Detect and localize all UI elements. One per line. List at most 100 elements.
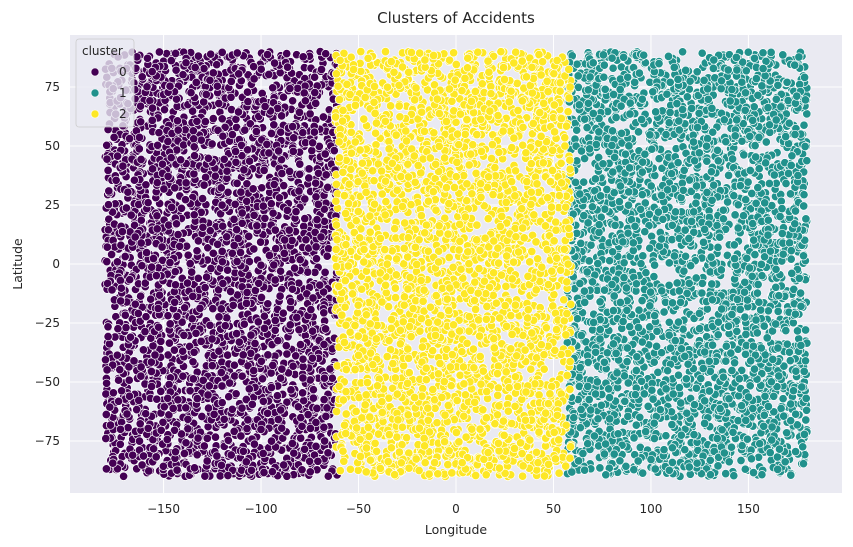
scatter-point-cluster-0 (298, 373, 308, 383)
scatter-point-cluster-0 (125, 275, 135, 285)
scatter-point-cluster-0 (232, 178, 242, 188)
scatter-point-cluster-0 (310, 88, 320, 98)
scatter-point-cluster-0 (282, 349, 292, 359)
scatter-point-cluster-0 (170, 183, 180, 193)
scatter-point-cluster-0 (244, 231, 254, 241)
scatter-point-cluster-0 (223, 265, 233, 275)
scatter-point-cluster-0 (100, 355, 111, 365)
scatter-point-cluster-0 (146, 366, 157, 377)
scatter-point-cluster-0 (298, 388, 308, 398)
scatter-point-cluster-0 (294, 186, 304, 196)
scatter-point-cluster-0 (202, 272, 212, 282)
scatter-point-cluster-0 (159, 184, 169, 194)
scatter-point-cluster-0 (163, 393, 173, 403)
scatter-point-cluster-0 (227, 404, 237, 414)
scatter-point-cluster-0 (219, 154, 229, 164)
scatter-point-cluster-0 (103, 322, 113, 332)
scatter-point-cluster-0 (134, 132, 145, 142)
scatter-point-cluster-0 (202, 456, 212, 466)
scatter-point-cluster-0 (115, 365, 125, 375)
scatter-point-cluster-0 (173, 230, 183, 240)
scatter-point-cluster-0 (125, 134, 135, 144)
scatter-point-cluster-0 (268, 208, 278, 218)
scatter-point-cluster-0 (282, 397, 292, 407)
scatter-point-cluster-1 (740, 464, 750, 474)
scatter-point-cluster-0 (205, 75, 215, 85)
scatter-point-cluster-0 (238, 446, 248, 456)
scatter-point-cluster-0 (249, 244, 259, 254)
scatter-point-cluster-0 (303, 267, 313, 277)
scatter-point-cluster-0 (138, 451, 149, 461)
scatter-point-cluster-0 (305, 456, 315, 466)
scatter-point-cluster-1 (697, 288, 707, 298)
scatter-point-cluster-0 (115, 275, 125, 286)
scatter-point-cluster-0 (269, 120, 279, 130)
scatter-point-cluster-0 (122, 409, 132, 419)
scatter-point-cluster-0 (236, 187, 246, 197)
scatter-point-cluster-0 (116, 296, 126, 306)
scatter-point-cluster-0 (156, 336, 166, 346)
scatter-point-cluster-0 (216, 367, 226, 378)
scatter-point-cluster-0 (311, 98, 321, 108)
scatter-point-cluster-0 (300, 194, 310, 204)
scatter-point-cluster-0 (288, 96, 298, 106)
scatter-point-cluster-0 (243, 97, 253, 107)
scatter-point-cluster-0 (138, 345, 148, 355)
scatter-point-cluster-0 (206, 49, 216, 59)
scatter-point-cluster-1 (694, 108, 704, 118)
scatter-point-cluster-0 (280, 235, 290, 245)
scatter-point-cluster-0 (118, 161, 128, 171)
scatter-point-cluster-1 (724, 170, 734, 180)
scatter-point-cluster-0 (108, 458, 118, 468)
scatter-point-cluster-0 (293, 83, 303, 93)
scatter-point-cluster-0 (105, 420, 116, 430)
scatter-point-cluster-0 (242, 424, 252, 434)
scatter-point-cluster-0 (263, 408, 273, 418)
scatter-point-cluster-0 (278, 308, 288, 318)
scatter-point-cluster-0 (259, 165, 269, 175)
scatter-point-cluster-0 (107, 249, 117, 260)
scatter-point-cluster-0 (272, 391, 282, 401)
scatter-point-cluster-0 (216, 460, 227, 470)
scatter-point-cluster-0 (134, 395, 144, 405)
scatter-point-cluster-0 (163, 171, 173, 181)
scatter-point-cluster-0 (180, 195, 191, 205)
scatter-point-cluster-0 (282, 205, 292, 215)
scatter-point-cluster-0 (151, 271, 161, 281)
scatter-point-cluster-0 (203, 390, 213, 400)
scatter-point-cluster-0 (276, 266, 286, 276)
scatter-point-cluster-0 (183, 250, 193, 260)
scatter-point-cluster-0 (281, 341, 291, 351)
scatter-point-cluster-0 (111, 175, 121, 185)
scatter-point-cluster-0 (297, 421, 307, 431)
scatter-point-cluster-0 (156, 425, 166, 435)
scatter-point-cluster-0 (214, 98, 224, 109)
scatter-point-cluster-0 (188, 357, 198, 367)
scatter-point-cluster-0 (294, 325, 304, 335)
scatter-point-cluster-0 (316, 64, 327, 75)
scatter-point-cluster-0 (112, 257, 122, 267)
scatter-point-cluster-0 (258, 448, 268, 459)
scatter-point-cluster-0 (137, 460, 147, 470)
scatter-point-cluster-0 (172, 465, 182, 475)
scatter-point-cluster-0 (293, 402, 303, 412)
scatter-point-cluster-0 (136, 371, 146, 381)
scatter-point-cluster-0 (123, 187, 133, 197)
scatter-point-cluster-0 (236, 431, 246, 441)
scatter-point-cluster-0 (193, 236, 203, 246)
scatter-point-cluster-0 (323, 448, 333, 458)
scatter-point-cluster-0 (172, 116, 183, 126)
scatter-point-cluster-0 (120, 251, 130, 262)
scatter-point-cluster-0 (231, 146, 241, 157)
scatter-point-cluster-0 (180, 303, 190, 313)
scatter-point-cluster-0 (251, 126, 261, 137)
scatter-point-cluster-0 (226, 450, 236, 460)
scatter-point-cluster-0 (103, 165, 113, 175)
scatter-point-cluster-0 (225, 378, 235, 388)
scatter-point-cluster-0 (268, 360, 278, 370)
scatter-point-cluster-0 (258, 396, 268, 406)
scatter-point-cluster-0 (141, 409, 151, 419)
scatter-point-cluster-0 (135, 419, 145, 429)
scatter-point-cluster-0 (266, 436, 277, 446)
scatter-point-cluster-0 (159, 105, 170, 115)
